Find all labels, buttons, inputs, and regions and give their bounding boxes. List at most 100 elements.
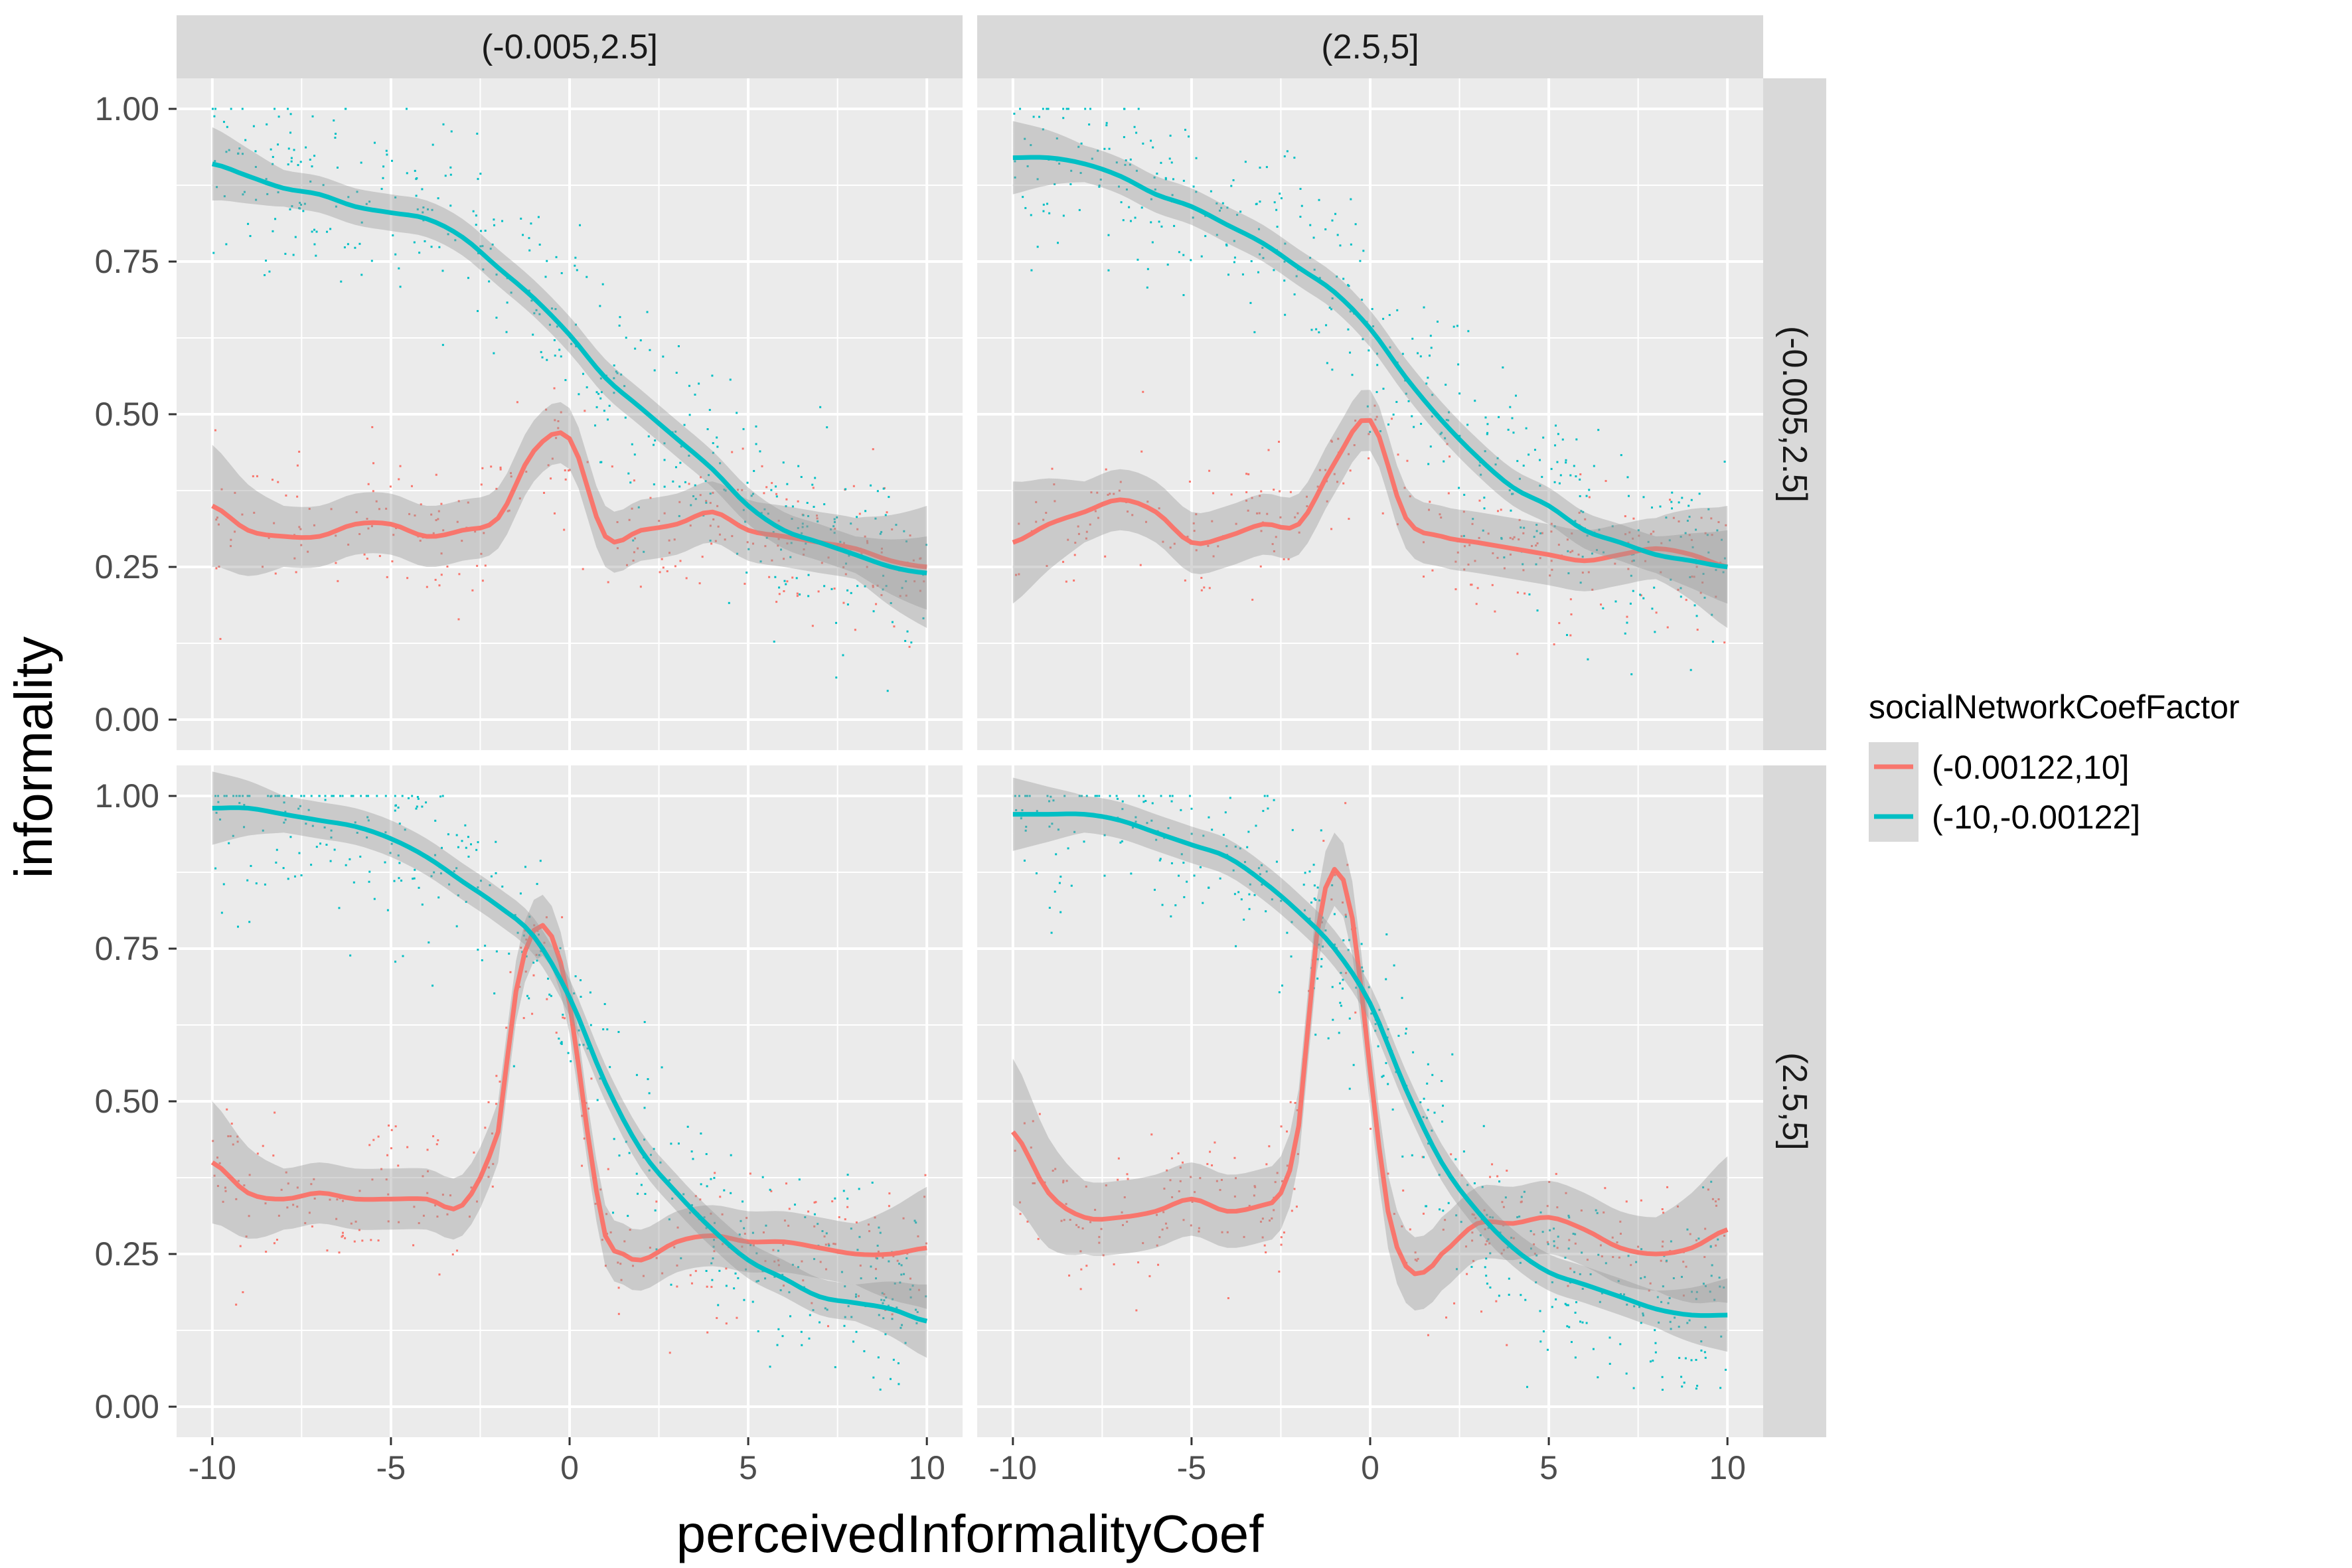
scatter-point: [1255, 203, 1257, 206]
scatter-point: [330, 508, 333, 510]
panel-0-0: [177, 78, 963, 750]
scatter-point: [1715, 1204, 1717, 1207]
scatter-point: [386, 576, 388, 578]
scatter-point: [1652, 530, 1655, 533]
scatter-point: [237, 1180, 240, 1182]
scatter-point: [1385, 1061, 1387, 1064]
scatter-point: [277, 191, 279, 194]
scatter-point: [775, 485, 777, 488]
scatter-point: [1065, 580, 1067, 583]
scatter-point: [1486, 1283, 1488, 1285]
scatter-point: [712, 1257, 714, 1260]
scatter-point: [1150, 819, 1153, 822]
scatter-point: [586, 386, 588, 388]
scatter-point: [876, 1245, 879, 1247]
scatter-point: [1687, 505, 1690, 507]
scatter-point: [1211, 520, 1214, 522]
x-tick-label: 10: [1709, 1449, 1746, 1486]
scatter-point: [582, 1044, 585, 1046]
scatter-point: [1202, 834, 1205, 837]
scatter-point: [882, 1317, 885, 1320]
scatter-point: [755, 1280, 758, 1283]
scatter-point: [1713, 1298, 1716, 1301]
scatter-point: [1640, 1322, 1642, 1324]
scatter-point: [1625, 1372, 1628, 1375]
scatter-point: [456, 520, 459, 523]
scatter-point: [836, 516, 838, 518]
scatter-point: [1620, 1293, 1622, 1295]
scatter-point: [580, 979, 582, 982]
scatter-point: [891, 621, 894, 623]
scatter-point: [570, 343, 573, 345]
x-tick-label: 0: [1361, 1449, 1379, 1486]
scatter-point: [1353, 444, 1356, 447]
scatter-point: [1539, 1310, 1541, 1312]
scatter-point: [455, 867, 458, 870]
scatter-point: [431, 208, 433, 211]
scatter-point: [507, 510, 509, 512]
scatter-point: [1542, 436, 1545, 439]
scatter-point: [619, 1263, 622, 1265]
scatter-point: [1533, 536, 1535, 538]
scatter-point: [1637, 1245, 1640, 1248]
scatter-point: [215, 567, 218, 570]
scatter-point: [1360, 943, 1363, 945]
scatter-point: [767, 512, 769, 515]
scatter-point: [603, 410, 605, 412]
scatter-point: [884, 514, 887, 516]
scatter-point: [824, 1243, 827, 1246]
scatter-point: [349, 954, 352, 957]
column-strip-2: (2.5,5]: [977, 15, 1763, 78]
scatter-point: [1439, 433, 1442, 435]
scatter-point: [1255, 824, 1257, 827]
scatter-point: [1080, 1268, 1083, 1271]
scatter-point: [358, 533, 361, 536]
scatter-point: [298, 450, 301, 453]
scatter-point: [273, 1242, 275, 1245]
scatter-point: [246, 879, 249, 882]
scatter-point: [1304, 872, 1306, 874]
scatter-point: [1169, 134, 1172, 137]
scatter-point: [892, 1298, 894, 1300]
scatter-point: [791, 518, 793, 520]
scatter-point: [398, 823, 401, 825]
scatter-point: [741, 1245, 744, 1248]
scatter-point: [1368, 457, 1370, 459]
scatter-point: [1695, 1298, 1697, 1300]
scatter-point: [1655, 611, 1658, 614]
scatter-point: [298, 852, 301, 854]
scatter-point: [1695, 528, 1697, 531]
scatter-point: [1569, 551, 1572, 554]
scatter-point: [1579, 478, 1581, 481]
scatter-point: [1208, 469, 1211, 472]
scatter-point: [663, 442, 666, 445]
scatter-point: [449, 204, 452, 207]
scatter-point: [535, 953, 538, 956]
scatter-point: [1077, 525, 1079, 528]
scatter-point: [781, 1335, 784, 1338]
scatter-point: [694, 498, 697, 501]
scatter-point: [1445, 384, 1447, 386]
scatter-point: [617, 1031, 620, 1034]
scatter-point: [690, 1204, 693, 1206]
scatter-point: [548, 323, 551, 326]
scatter-point: [858, 1188, 860, 1190]
scatter-point: [437, 197, 439, 200]
scatter-point: [1166, 264, 1169, 266]
scatter-point: [785, 498, 788, 501]
scatter-point: [583, 1137, 586, 1140]
scatter-point: [303, 202, 306, 205]
scatter-point: [581, 1164, 584, 1167]
scatter-point: [798, 1178, 801, 1181]
scatter-point: [874, 1216, 876, 1219]
scatter-point: [235, 1198, 238, 1200]
scatter-point: [855, 1330, 858, 1333]
scatter-point: [528, 237, 530, 240]
scatter-point: [493, 992, 496, 994]
scatter-point: [554, 308, 557, 311]
scatter-point: [553, 512, 556, 514]
scatter-point: [1393, 1213, 1395, 1215]
y-tick-label: 0.25: [95, 1235, 159, 1273]
scatter-point: [618, 1154, 621, 1157]
scatter-point: [1550, 522, 1553, 525]
